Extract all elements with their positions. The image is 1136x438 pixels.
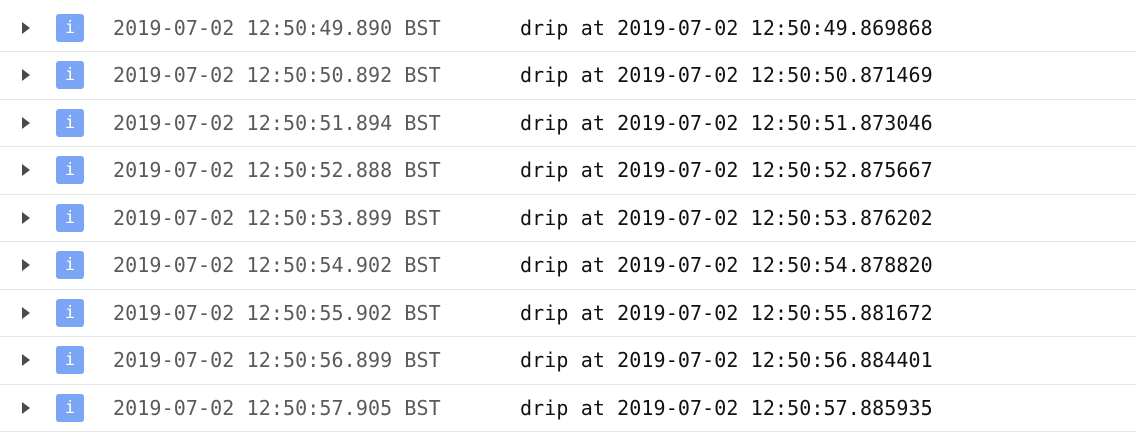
log-message: drip at 2019-07-02 12:50:56.884401 (520, 348, 933, 373)
log-message: drip at 2019-07-02 12:50:55.881672 (520, 300, 933, 325)
info-icon: i (56, 251, 84, 280)
log-row[interactable]: i 2019-07-02 12:50:51.894 BST drip at 20… (0, 100, 1136, 147)
log-message: drip at 2019-07-02 12:50:57.885935 (520, 395, 933, 420)
log-timestamp: 2019-07-02 12:50:49.890 BST (113, 15, 441, 40)
log-row[interactable]: i 2019-07-02 12:50:50.892 BST drip at 20… (0, 52, 1136, 100)
info-icon: i (56, 203, 84, 232)
expand-triangle-icon[interactable] (22, 21, 30, 34)
expand-triangle-icon[interactable] (22, 211, 30, 224)
log-message: drip at 2019-07-02 12:50:54.878820 (520, 253, 933, 278)
expand-triangle-icon[interactable] (22, 69, 30, 82)
log-row[interactable]: i 2019-07-02 12:50:53.899 BST drip at 20… (0, 195, 1136, 242)
expand-triangle-icon[interactable] (22, 401, 30, 414)
log-timestamp: 2019-07-02 12:50:53.899 BST (113, 205, 441, 230)
info-icon: i (56, 298, 84, 327)
log-timestamp: 2019-07-02 12:50:55.902 BST (113, 300, 441, 325)
log-message: drip at 2019-07-02 12:50:50.871469 (520, 63, 933, 88)
log-message: drip at 2019-07-02 12:50:51.873046 (520, 110, 933, 135)
expand-triangle-icon[interactable] (22, 259, 30, 272)
log-message: drip at 2019-07-02 12:50:52.875667 (520, 158, 933, 183)
log-timestamp: 2019-07-02 12:50:56.899 BST (113, 348, 441, 373)
info-icon: i (56, 156, 84, 185)
info-icon: i (56, 346, 84, 375)
log-timestamp: 2019-07-02 12:50:52.888 BST (113, 158, 441, 183)
expand-triangle-icon[interactable] (22, 306, 30, 319)
log-row[interactable]: i 2019-07-02 12:50:56.899 BST drip at 20… (0, 337, 1136, 385)
info-icon: i (56, 13, 84, 42)
expand-triangle-icon[interactable] (22, 116, 30, 129)
expand-triangle-icon[interactable] (22, 164, 30, 177)
expand-triangle-icon[interactable] (22, 354, 30, 367)
log-row[interactable]: i 2019-07-02 12:50:54.902 BST drip at 20… (0, 242, 1136, 290)
log-timestamp: 2019-07-02 12:50:50.892 BST (113, 63, 441, 88)
info-icon: i (56, 61, 84, 90)
log-row[interactable]: i 2019-07-02 12:50:49.890 BST drip at 20… (0, 0, 1136, 52)
log-row[interactable]: i 2019-07-02 12:50:57.905 BST drip at 20… (0, 385, 1136, 432)
log-timestamp: 2019-07-02 12:50:57.905 BST (113, 395, 441, 420)
info-icon: i (56, 393, 84, 422)
log-row[interactable]: i 2019-07-02 12:50:52.888 BST drip at 20… (0, 147, 1136, 195)
log-message: drip at 2019-07-02 12:50:53.876202 (520, 205, 933, 230)
log-row[interactable]: i 2019-07-02 12:50:55.902 BST drip at 20… (0, 290, 1136, 337)
info-icon: i (56, 108, 84, 137)
log-timestamp: 2019-07-02 12:50:51.894 BST (113, 110, 441, 135)
log-message: drip at 2019-07-02 12:50:49.869868 (520, 15, 933, 40)
log-timestamp: 2019-07-02 12:50:54.902 BST (113, 253, 441, 278)
